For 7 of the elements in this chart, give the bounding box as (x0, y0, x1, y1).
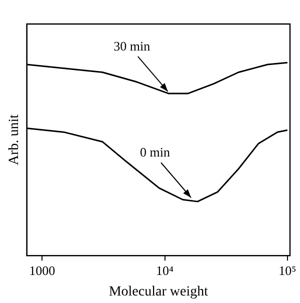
annotation: 30 min (114, 38, 151, 54)
x-tick-label: 1000 (29, 262, 56, 278)
x-tick-label: 10⁴ (156, 262, 174, 278)
annotation: 0 min (140, 144, 171, 160)
x-axis-title: Molecular weight (108, 284, 208, 300)
y-axis-title: Arb. unit (7, 114, 22, 166)
x-tick-label: 10⁵ (278, 262, 296, 278)
